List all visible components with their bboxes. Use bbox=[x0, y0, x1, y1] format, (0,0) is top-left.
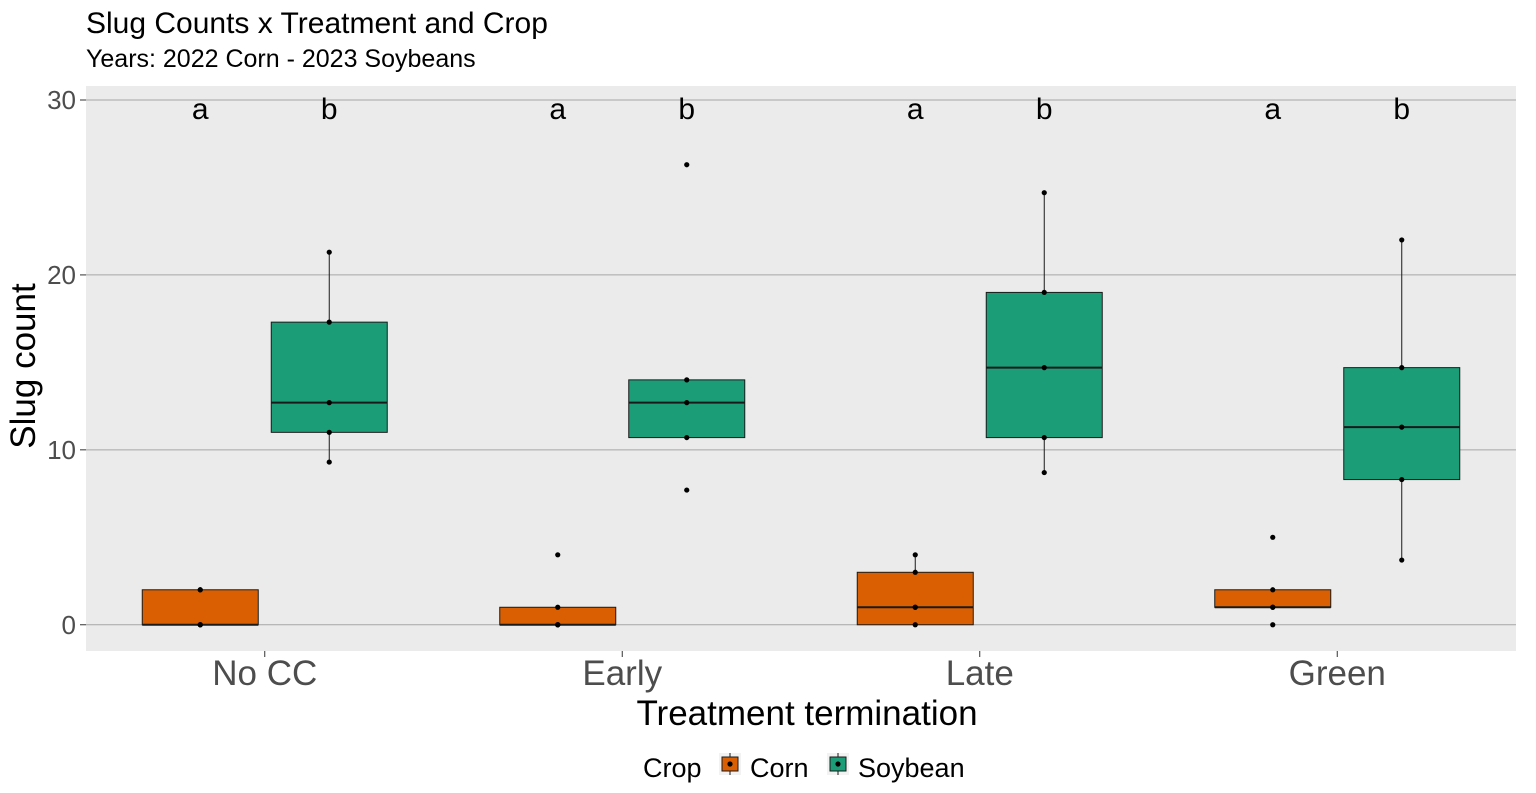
box-iqr bbox=[985, 291, 1103, 439]
data-point-0 bbox=[1041, 469, 1047, 476]
data-point-4 bbox=[197, 587, 203, 593]
letter-corn-2: a bbox=[907, 93, 924, 126]
data-point-2 bbox=[1041, 365, 1047, 371]
gridlines bbox=[86, 99, 1516, 626]
data-point-4 bbox=[1270, 534, 1276, 540]
data-point-4 bbox=[326, 249, 332, 255]
letter-soybean-3: b bbox=[1393, 93, 1410, 126]
data-point-3 bbox=[1270, 587, 1276, 593]
box-soybean-2 bbox=[985, 190, 1103, 476]
x-axis-title: Treatment termination bbox=[636, 694, 977, 733]
y-axis-title: Slug count bbox=[4, 283, 43, 449]
data-point-3 bbox=[684, 377, 690, 383]
letter-soybean-2: b bbox=[1036, 93, 1053, 126]
x-tick-label-early: Early bbox=[582, 654, 662, 693]
box-corn-3 bbox=[1214, 534, 1332, 628]
data-point-2 bbox=[912, 604, 918, 610]
box-iqr bbox=[856, 571, 974, 626]
legend-item-corn: Corn bbox=[719, 753, 809, 783]
data-point-1 bbox=[326, 429, 332, 435]
data-point-3 bbox=[555, 604, 561, 610]
y-tick-label-30: 30 bbox=[47, 85, 76, 115]
letter-soybean-1: b bbox=[678, 93, 695, 126]
legend-key-point bbox=[727, 761, 733, 767]
legend-label-corn: Corn bbox=[750, 753, 809, 783]
data-point-4 bbox=[912, 552, 918, 558]
data-point-1 bbox=[684, 434, 690, 441]
data-point-3 bbox=[912, 569, 918, 575]
legend-title: Crop bbox=[643, 753, 702, 783]
legend: Crop Corn Soybean bbox=[643, 753, 965, 783]
data-point-4 bbox=[1399, 237, 1405, 243]
box-iqr bbox=[628, 379, 746, 439]
x-tick-label-late: Late bbox=[946, 654, 1014, 693]
chart-subtitle: Years: 2022 Corn - 2023 Soybeans bbox=[86, 45, 476, 73]
box-corn-1 bbox=[499, 552, 617, 628]
y-axis-ticks: 0 10 20 30 bbox=[47, 85, 86, 640]
data-point-2 bbox=[684, 400, 690, 406]
legend-key-point bbox=[835, 761, 841, 767]
letter-corn-3: a bbox=[1264, 93, 1281, 126]
x-tick-label-green: Green bbox=[1289, 654, 1386, 693]
data-point-4 bbox=[555, 552, 561, 558]
box-iqr bbox=[499, 606, 617, 626]
data-point-2 bbox=[1399, 424, 1405, 430]
x-axis-ticks: No CC Early Late Green bbox=[212, 651, 1386, 693]
chart-title: Slug Counts x Treatment and Crop bbox=[86, 7, 548, 40]
data-point-2 bbox=[197, 622, 203, 628]
box-soybean-1 bbox=[628, 162, 746, 493]
significance-letters: a a a ab b b b bbox=[192, 93, 1410, 126]
legend-label-soybean: Soybean bbox=[858, 753, 965, 783]
y-tick-label-20: 20 bbox=[47, 260, 76, 290]
letter-corn-1: a bbox=[549, 93, 566, 126]
data-point-2 bbox=[555, 622, 561, 628]
box-iqr bbox=[141, 589, 259, 626]
box-corn-0 bbox=[141, 587, 259, 628]
data-point-0 bbox=[1399, 557, 1405, 563]
data-point-4 bbox=[1041, 190, 1047, 196]
data-point-0 bbox=[326, 459, 332, 465]
data-point-2 bbox=[326, 400, 332, 406]
x-tick-label-no-cc: No CC bbox=[212, 654, 317, 693]
legend-item-soybean: Soybean bbox=[827, 753, 965, 783]
box-soybean-0 bbox=[270, 249, 388, 465]
y-tick-label-10: 10 bbox=[47, 435, 76, 465]
y-tick-label-0: 0 bbox=[62, 610, 76, 640]
data-point-1 bbox=[1399, 476, 1405, 483]
data-point-3 bbox=[326, 319, 332, 325]
data-point-4 bbox=[684, 162, 690, 168]
letter-soybean-0: b bbox=[321, 93, 338, 126]
box-corn-2 bbox=[856, 552, 974, 628]
data-point-0 bbox=[912, 622, 918, 628]
box-iqr bbox=[1214, 589, 1332, 608]
box-iqr bbox=[1343, 367, 1461, 481]
data-point-0 bbox=[684, 487, 690, 493]
letter-corn-0: a bbox=[192, 93, 209, 126]
boxes-layer bbox=[141, 162, 1461, 628]
data-point-2 bbox=[1270, 604, 1276, 610]
data-point-1 bbox=[1041, 434, 1047, 441]
data-point-3 bbox=[1041, 289, 1047, 296]
box-iqr bbox=[270, 321, 388, 433]
data-point-3 bbox=[1399, 365, 1405, 371]
box-soybean-3 bbox=[1343, 237, 1461, 563]
data-point-0 bbox=[1270, 622, 1276, 628]
